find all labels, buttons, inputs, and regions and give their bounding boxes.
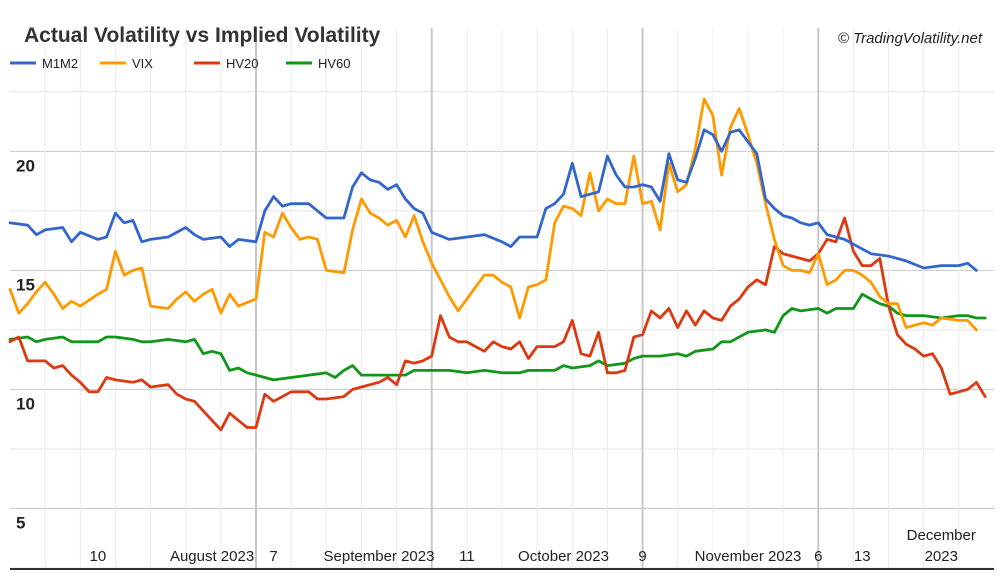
legend-item-hv60[interactable]: HV60 <box>286 56 351 71</box>
series-line-hv60[interactable] <box>8 292 987 382</box>
legend-label: M1M2 <box>42 56 78 71</box>
x-tick-label: 13 <box>854 548 871 565</box>
x-tick-label: 7 <box>269 548 277 565</box>
legend-item-hv20[interactable]: HV20 <box>194 56 259 71</box>
legend-label: VIX <box>132 56 153 71</box>
x-tick-label: 6 <box>814 548 822 565</box>
x-tick-label: 2023 <box>925 548 958 565</box>
y-axis-ticks: 5 10 15 20 <box>16 156 35 532</box>
y-tick-label: 5 <box>16 513 25 532</box>
x-tick-label: November 2023 <box>695 548 802 565</box>
y-tick-label: 10 <box>16 394 35 413</box>
y-tick-label: 15 <box>16 275 35 294</box>
series-line-m1m2[interactable] <box>8 128 978 272</box>
x-axis-ticks: 10 August 2023 7 September 2023 11 October 20… <box>90 527 976 565</box>
legend-label: HV20 <box>226 56 259 71</box>
x-tick-label: August 2023 <box>170 548 254 565</box>
y-tick-label: 20 <box>16 156 35 175</box>
series-line-hv20[interactable] <box>8 216 987 432</box>
series-line-vix[interactable] <box>8 97 978 332</box>
grid <box>10 28 994 570</box>
x-tick-label: December <box>907 527 976 544</box>
legend-item-vix[interactable]: VIX <box>100 56 153 71</box>
chart-title: Actual Volatility vs Implied Volatility <box>24 24 381 47</box>
credit-link[interactable]: © TradingVolatility.net <box>838 30 983 47</box>
legend-item-m1m2[interactable]: M1M2 <box>10 56 78 71</box>
x-tick-label: September 2023 <box>324 548 435 565</box>
x-tick-label: 11 <box>459 548 475 565</box>
legend-label: HV60 <box>318 56 351 71</box>
x-tick-label: 10 <box>90 548 107 565</box>
x-tick-label: 9 <box>638 548 646 565</box>
legend: M1M2 VIX HV20 HV60 <box>10 56 351 71</box>
x-tick-label: October 2023 <box>518 548 609 565</box>
series-lines <box>8 97 987 432</box>
